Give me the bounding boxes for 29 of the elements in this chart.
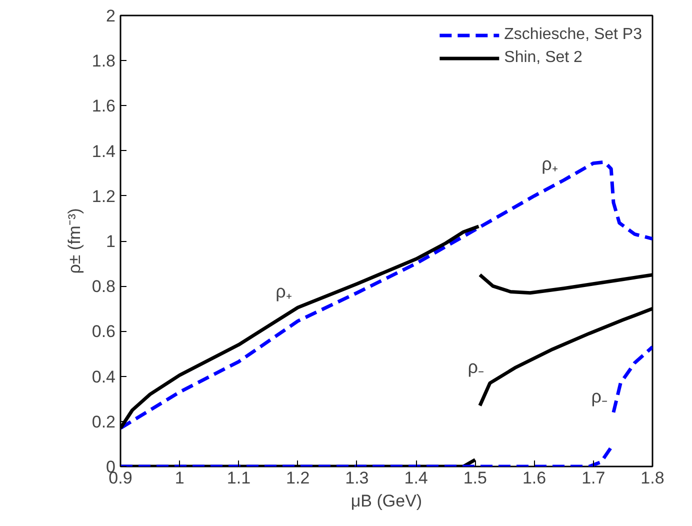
x-tick-label: 1.4 xyxy=(404,468,428,488)
y-tick-label: 1.4 xyxy=(92,142,116,161)
y-tick-label: 2 xyxy=(106,6,116,26)
line-series xyxy=(120,160,652,430)
annotation: ρ₊ xyxy=(542,154,558,174)
legend-label: Zschiesche, Set P3 xyxy=(504,26,642,44)
annotation: ρ₋ xyxy=(468,357,484,378)
x-tick-label: 1.1 xyxy=(226,468,251,488)
x-tick-label: 1.6 xyxy=(522,468,546,488)
y-tick-label: 1 xyxy=(106,232,116,251)
x-tick-label: 1 xyxy=(174,468,184,488)
y-tick-label: 1.6 xyxy=(92,96,116,116)
annotation: ρ₋ xyxy=(591,386,608,406)
y-axis-title: ρ± (fm⁻³) xyxy=(64,208,84,274)
y-tick-label: 1.2 xyxy=(92,186,116,206)
annotation: ρ₊ xyxy=(276,282,292,302)
legend-label: Shin, Set 2 xyxy=(504,49,582,67)
y-tick-label: 0.2 xyxy=(92,412,116,432)
line-series xyxy=(612,345,652,414)
y-tick-label: 0.8 xyxy=(92,277,116,296)
y-tick-label: 0.6 xyxy=(92,322,116,342)
x-tick-label: 1.3 xyxy=(345,468,369,488)
x-tick-label: 1.2 xyxy=(286,468,310,488)
x-tick-label: 1.8 xyxy=(640,468,664,488)
y-tick-label: 1.8 xyxy=(92,52,116,71)
x-tick-label: 1.7 xyxy=(582,468,606,488)
y-tick-label: 0.4 xyxy=(92,367,116,386)
x-tick-label: 1.5 xyxy=(463,468,487,488)
x-axis-title: μB (GeV) xyxy=(350,492,422,510)
